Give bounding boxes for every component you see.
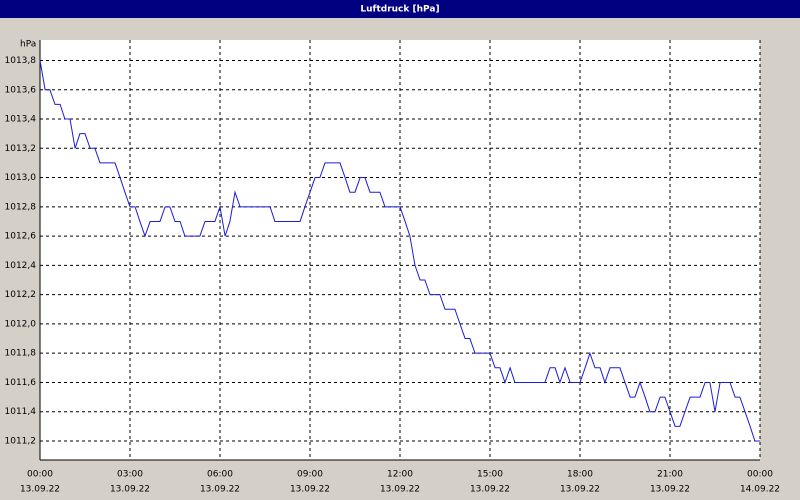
y-tick-label: 1011,6 [5,378,37,388]
x-tick-date: 13.09.22 [20,485,60,495]
x-tick-date: 13.09.22 [200,485,240,495]
x-tick-date: 13.09.22 [380,485,420,495]
y-tick-label: 1011,2 [5,436,37,446]
x-tick-label: 06:00 [207,470,233,480]
data-line [39,60,760,442]
title-bar [0,0,800,18]
x-tick-date: 14.09.22 [740,485,780,495]
x-tick-label: 00:00 [27,470,53,480]
x-tick-date: 13.09.22 [470,485,510,495]
y-tick-label: 1013,0 [5,173,37,183]
y-tick-label: 1011,8 [5,349,37,359]
y-unit: hPa [20,40,36,50]
x-tick-label: 09:00 [297,470,323,480]
y-tick-label: 1012,6 [5,232,37,242]
x-tick-date: 13.09.22 [290,485,330,495]
y-tick-label: 1012,2 [5,290,37,300]
y-tick-label: 1012,8 [5,202,37,212]
y-tick-label: 1011,4 [5,407,37,417]
x-tick-date: 13.09.22 [560,485,600,495]
y-tick-label: 1012,4 [5,261,37,271]
x-tick-date: 13.09.22 [110,485,150,495]
x-tick-label: 18:00 [567,470,593,480]
x-tick-date: 13.09.22 [650,485,690,495]
x-tick-label: 00:00 [747,470,773,480]
y-tick-label: 1013,2 [5,144,37,154]
x-tick-label: 03:00 [117,470,143,480]
y-tick-label: 1013,8 [5,56,37,66]
x-tick-label: 12:00 [387,470,413,480]
y-tick-label: 1013,6 [5,85,37,95]
y-tick-label: 1013,4 [5,115,37,125]
x-tick-label: 21:00 [657,470,683,480]
y-tick-label: 1012,0 [5,319,37,329]
chart-title: Luftdruck [hPa] [360,5,439,15]
x-tick-label: 15:00 [477,470,503,480]
